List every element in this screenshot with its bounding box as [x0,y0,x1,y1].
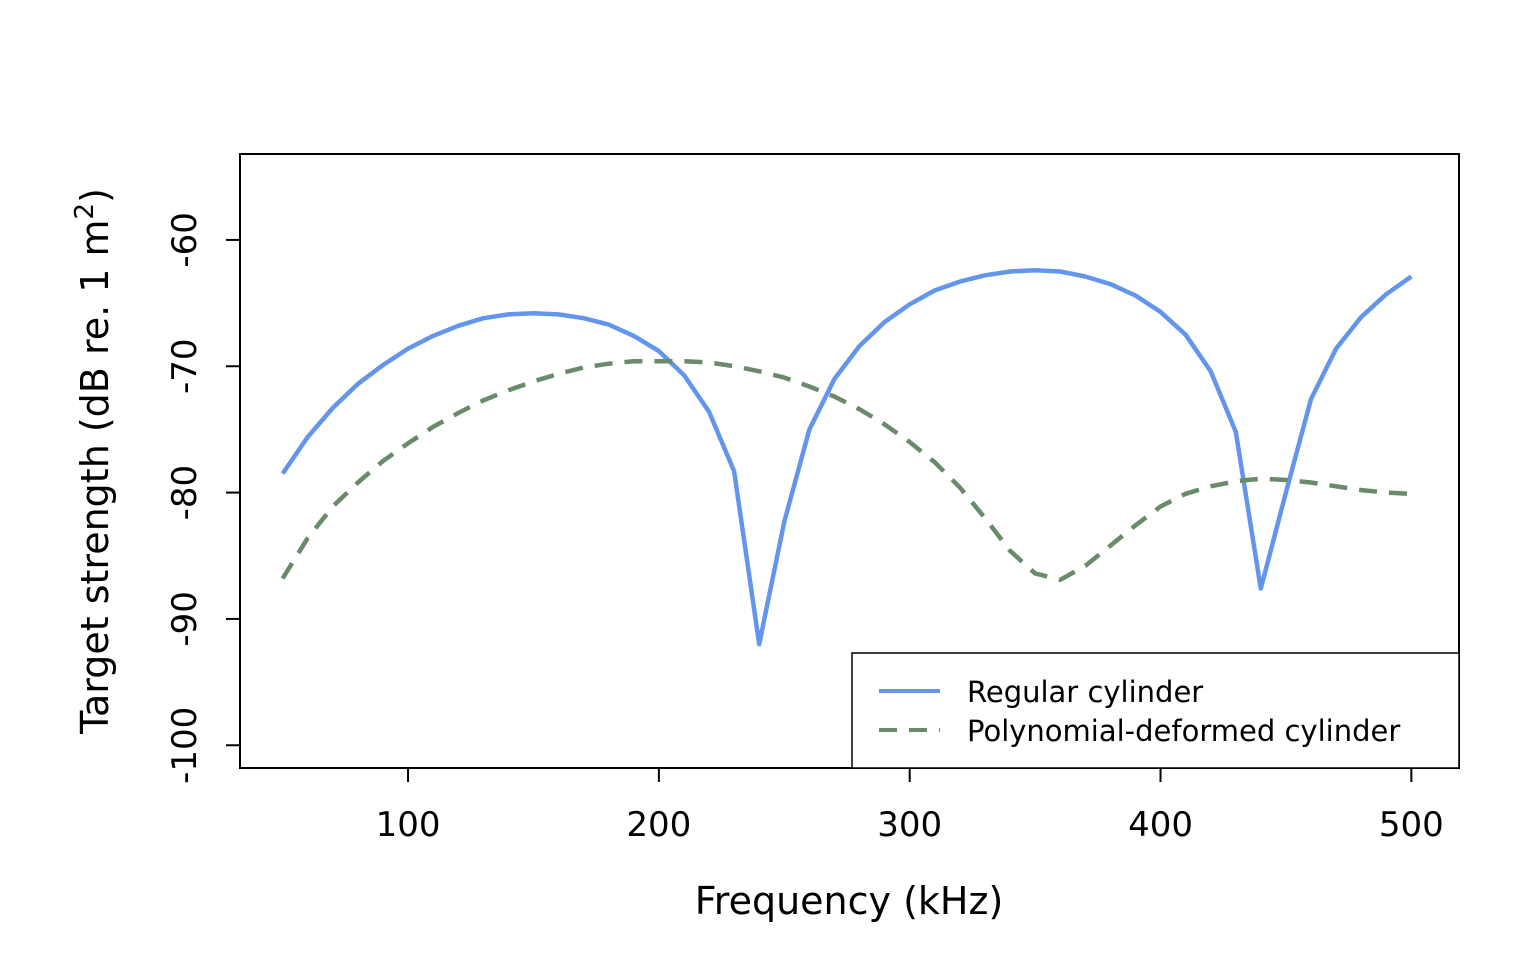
y-axis-title-main: Target strength (dB re. 1 m [73,219,117,734]
y-axis-title-close: ) [73,188,117,203]
x-tick-label: 500 [1379,805,1444,845]
y-tick-label: -80 [165,465,205,521]
series-layer [280,267,1413,647]
x-axis-title: Frequency (kHz) [695,879,1004,923]
series-line-1 [280,358,1412,583]
x-tick-label: 100 [376,805,441,845]
y-tick-label: -100 [165,707,205,784]
y-tick-label: -60 [165,212,205,268]
x-tick-label: 400 [1128,805,1193,845]
y-tick-label: -90 [165,591,205,647]
y-axis: -100 -90 -80 -70 -60 [165,212,241,784]
x-tick-label: 200 [626,805,691,845]
x-tick-label: 300 [877,805,942,845]
legend-label-polynomial-deformed-cylinder: Polynomial-deformed cylinder [967,714,1400,748]
legend-box [851,652,1460,769]
y-axis-title: Target strength (dB re. 1 m2) [70,188,117,735]
y-axis-title-superscript: 2 [70,203,100,220]
series-line-0 [280,267,1413,647]
y-tick-label: -70 [165,338,205,394]
legend: Regular cylinder Polynomial-deformed cyl… [851,652,1460,769]
x-axis: 100 200 300 400 500 [376,767,1444,845]
legend-label-regular-cylinder: Regular cylinder [967,675,1203,709]
